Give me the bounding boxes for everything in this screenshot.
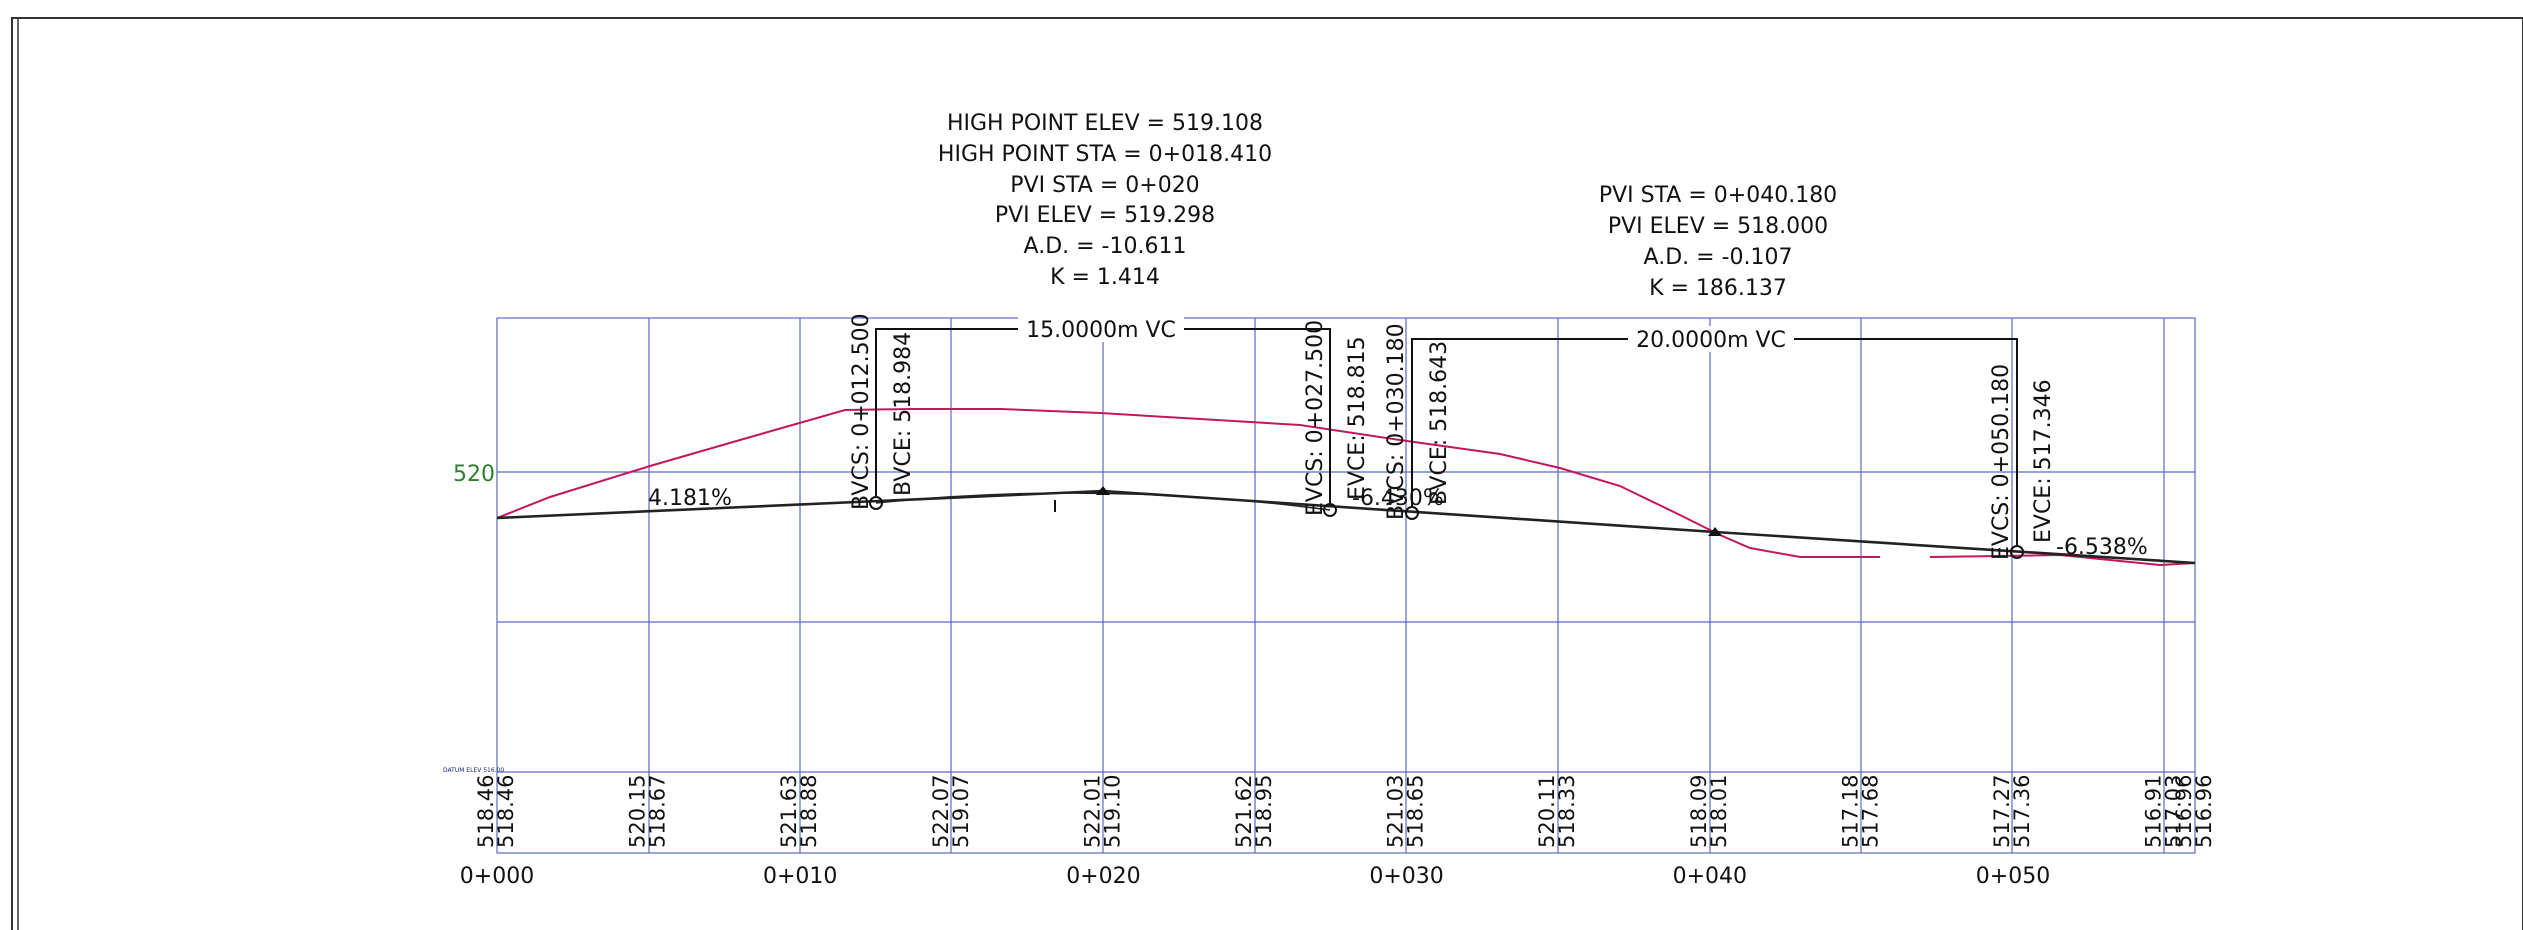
bvce-2-label: BVCE: 518.643: [1427, 341, 1452, 505]
design-elevation-label: 518.01: [1707, 775, 1731, 848]
pvi-1-marker: [1096, 486, 1110, 495]
existing-elevation-label: 517.18: [1838, 775, 1862, 848]
pvi-1-info-line: K = 1.414: [1050, 265, 1160, 290]
bvcs-2-label: BVCS: 0+030.180: [1384, 323, 1409, 520]
datum-stamp: DATUM ELEV 516.00: [443, 767, 504, 774]
pvi-2-info-line: K = 186.137: [1649, 276, 1787, 301]
profile-grid: [496, 317, 2196, 854]
grade-3-label: -6.538%: [2056, 535, 2148, 560]
existing-elevation-label: 521.62: [1232, 775, 1256, 848]
existing-ground-line-end: [1929, 553, 2196, 567]
design-elevation-label: 518.67: [646, 775, 670, 848]
station-label: 0+030: [1369, 864, 1443, 889]
pvi-2-marker: [1708, 527, 1722, 536]
bvc2-marker: [1405, 506, 1419, 520]
evc2-marker: [2010, 545, 2024, 559]
pvi-2-info-line: PVI STA = 0+040.180: [1599, 183, 1837, 208]
existing-elevation-label: 521.03: [1384, 775, 1408, 848]
existing-ground-line: [496, 408, 1880, 558]
sheet-border: [11, 17, 2523, 930]
existing-elevation-label: 522.01: [1080, 775, 1104, 848]
existing-elevation-label: 522.07: [929, 775, 953, 848]
pvi-2-info-line: PVI ELEV = 518.000: [1608, 214, 1828, 239]
design-tangent-line: [496, 489, 2196, 565]
y-tick-label: 520: [453, 462, 495, 487]
vc2-label-mask: [1628, 326, 1794, 352]
existing-elevation-label: 520.15: [626, 775, 650, 848]
design-elevation-label: 518.46: [494, 775, 518, 848]
grade-2-label: -6.430%: [1352, 486, 1444, 511]
station-label: 0+050: [1976, 864, 2050, 889]
bvc1-marker: [869, 496, 883, 510]
evc1-marker: [1323, 503, 1337, 517]
station-label: 0+020: [1066, 864, 1140, 889]
design-elevation-label: 519.10: [1100, 775, 1124, 848]
evce-2-label: EVCE: 517.346: [2031, 379, 2056, 543]
design-elevation-label: 517.03: [2162, 775, 2186, 848]
design-elevation-label: 518.95: [1252, 775, 1276, 848]
existing-elevation-label: 516.91: [2142, 775, 2166, 848]
design-elevation-label: 518.33: [1555, 775, 1579, 848]
design-elevation-label: 518.65: [1404, 775, 1428, 848]
station-label: 0+040: [1673, 864, 1747, 889]
bvcs-1-label: BVCS: 0+012.500: [849, 313, 874, 510]
pvi-1-info-line: PVI STA = 0+020: [1010, 173, 1199, 198]
pvi-1-info-line: HIGH POINT ELEV = 519.108: [947, 111, 1263, 136]
grid-frame: [496, 317, 2196, 854]
station-labels: 0+000 0+010 0+020 0+030 0+040 0+050: [460, 864, 2050, 889]
pvi-1-info: HIGH POINT ELEV = 519.108 HIGH POINT STA…: [938, 111, 1272, 290]
design-elevation-label: 517.68: [1858, 775, 1882, 848]
pvi-2-info-line: A.D. = -0.107: [1644, 245, 1793, 270]
vc1-label-mask: [1018, 316, 1184, 342]
design-elevation-label: 517.36: [2010, 775, 2034, 848]
existing-elevation-label: 518.09: [1687, 775, 1711, 848]
pvi-1-info-line: A.D. = -10.611: [1024, 234, 1187, 259]
existing-elevation-label: 516.96: [2172, 775, 2196, 848]
pvi-1-info-line: HIGH POINT STA = 0+018.410: [938, 142, 1272, 167]
grade-1-label: 4.181%: [648, 486, 732, 511]
existing-elevation-label: 517.27: [1990, 775, 2014, 848]
design-elevation-label: 518.88: [797, 775, 821, 848]
evcs-1-label: EVCS: 0+027.500: [1303, 320, 1328, 516]
vc1-label: 15.0000m VC: [1026, 318, 1176, 343]
station-label: 0+000: [460, 864, 534, 889]
design-elevation-label: 519.07: [949, 775, 973, 848]
pvi-1-info-line: PVI ELEV = 519.298: [995, 203, 1215, 228]
vc2-bracket: [1411, 338, 2018, 545]
evcs-2-label: EVCS: 0+050.180: [1989, 364, 2014, 560]
existing-elevation-label: 520.11: [1535, 775, 1559, 848]
existing-elevation-label: 518.46: [474, 775, 498, 848]
pvi-2-info: PVI STA = 0+040.180 PVI ELEV = 518.000 A…: [1599, 183, 1837, 301]
evce-1-label: EVCE: 518.815: [1345, 336, 1370, 500]
bvce-1-label: BVCE: 518.984: [891, 332, 916, 496]
design-elevation-label: 516.96: [2192, 775, 2216, 848]
existing-elevation-label: 521.63: [777, 775, 801, 848]
station-label: 0+010: [763, 864, 837, 889]
vc2-label: 20.0000m VC: [1636, 328, 1786, 353]
